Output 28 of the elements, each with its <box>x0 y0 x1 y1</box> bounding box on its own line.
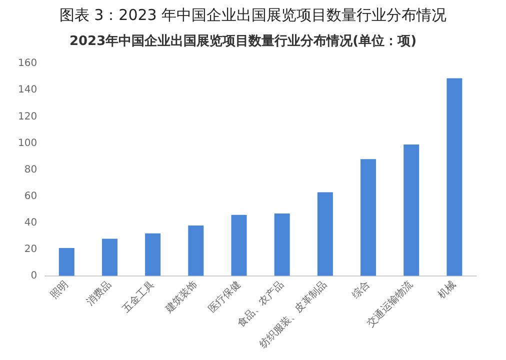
bar <box>360 159 376 276</box>
x-tick-label: 照明 <box>48 279 71 302</box>
bar <box>231 214 247 276</box>
x-tick-label: 建筑装饰 <box>162 278 200 316</box>
bar <box>274 214 290 276</box>
y-tick-label: 160 <box>18 58 38 70</box>
y-tick-label: 40 <box>24 217 38 228</box>
x-tick-label: 五金工具 <box>120 278 157 316</box>
y-tick-label: 60 <box>24 190 38 202</box>
bar <box>446 78 462 276</box>
x-tick-label: 综合 <box>350 278 372 302</box>
x-tick-label: 医疗保健 <box>206 278 243 316</box>
chart-subtitle: 2023年中国企业出国展览项目数量行业分布情况(单位：项) <box>69 33 417 50</box>
y-tick-label: 80 <box>24 164 38 176</box>
y-tick-label: 140 <box>18 84 38 96</box>
y-tick-label: 120 <box>18 111 38 122</box>
y-tick-label: 0 <box>30 270 38 282</box>
y-tick-label: 100 <box>18 138 38 149</box>
bar <box>188 225 204 276</box>
chart-title: 图表 3：2023 年中国企业出国展览项目数量行业分布情况 <box>58 5 448 26</box>
bar <box>58 248 74 276</box>
y-tick-label: 20 <box>24 244 38 255</box>
x-tick-label: 机械 <box>436 278 458 302</box>
bar <box>145 233 161 276</box>
x-tick-label: 消费品 <box>84 278 114 308</box>
bar <box>102 238 118 276</box>
bar <box>404 144 420 276</box>
bar <box>317 192 333 276</box>
